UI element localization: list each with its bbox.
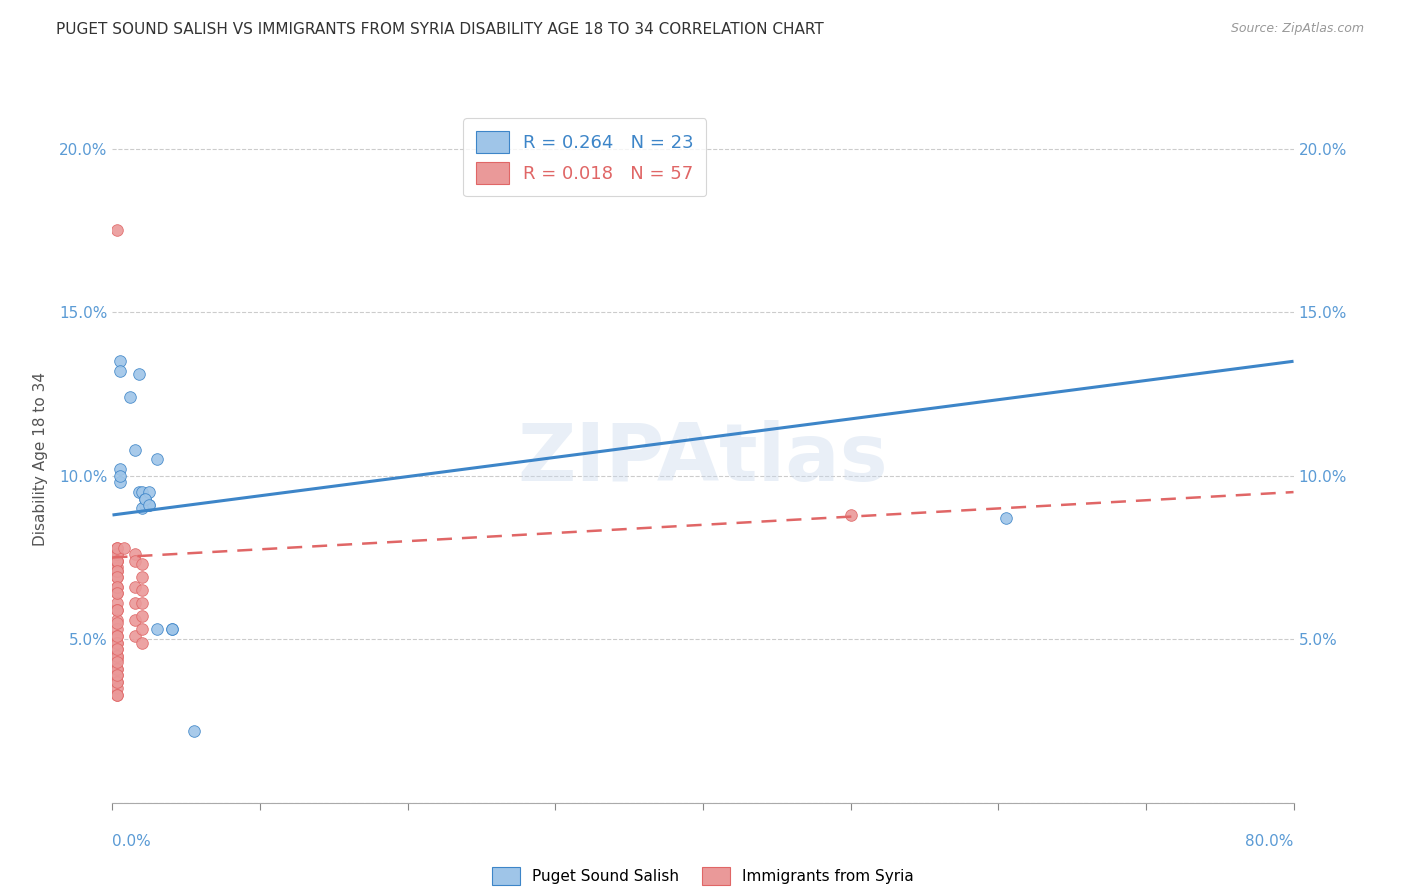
- Point: [105, 655, 128, 669]
- Point: [105, 541, 128, 555]
- Point: [146, 623, 169, 637]
- Point: [108, 354, 131, 368]
- Point: [105, 560, 128, 574]
- Point: [134, 498, 156, 512]
- Point: [105, 623, 128, 637]
- Point: [124, 547, 146, 561]
- Point: [105, 580, 128, 594]
- Point: [105, 603, 128, 617]
- Point: [105, 629, 128, 643]
- Point: [160, 623, 183, 637]
- Point: [146, 452, 169, 467]
- Point: [105, 223, 128, 237]
- Point: [105, 688, 128, 702]
- Point: [138, 498, 160, 512]
- Point: [134, 491, 156, 506]
- Point: [105, 613, 128, 627]
- Point: [105, 668, 128, 682]
- Point: [105, 603, 128, 617]
- Point: [128, 368, 150, 382]
- Point: [124, 596, 146, 610]
- Point: [105, 662, 128, 676]
- Point: [105, 674, 128, 689]
- Point: [124, 554, 146, 568]
- Point: [105, 635, 128, 649]
- Point: [105, 547, 128, 561]
- Point: [105, 662, 128, 676]
- Point: [105, 642, 128, 657]
- Point: [131, 485, 153, 500]
- Legend: Puget Sound Salish, Immigrants from Syria: Puget Sound Salish, Immigrants from Syri…: [486, 861, 920, 891]
- Point: [131, 557, 153, 571]
- Point: [131, 570, 153, 584]
- Point: [105, 570, 128, 584]
- Point: [105, 586, 128, 600]
- Point: [105, 554, 128, 568]
- Point: [105, 642, 128, 657]
- Point: [105, 674, 128, 689]
- Point: [131, 635, 153, 649]
- Y-axis label: Disability Age 18 to 34: Disability Age 18 to 34: [34, 372, 48, 547]
- Point: [105, 648, 128, 663]
- Text: Source: ZipAtlas.com: Source: ZipAtlas.com: [1230, 22, 1364, 36]
- Point: [108, 475, 131, 490]
- Text: 80.0%: 80.0%: [1246, 834, 1294, 849]
- Point: [105, 570, 128, 584]
- Point: [105, 564, 128, 578]
- Point: [131, 609, 153, 624]
- Point: [183, 723, 205, 738]
- Text: PUGET SOUND SALISH VS IMMIGRANTS FROM SYRIA DISABILITY AGE 18 TO 34 CORRELATION : PUGET SOUND SALISH VS IMMIGRANTS FROM SY…: [56, 22, 824, 37]
- Point: [138, 498, 160, 512]
- Point: [105, 681, 128, 696]
- Point: [138, 485, 160, 500]
- Point: [105, 688, 128, 702]
- Point: [124, 613, 146, 627]
- Point: [105, 586, 128, 600]
- Point: [105, 615, 128, 630]
- Point: [108, 364, 131, 378]
- Point: [120, 390, 142, 404]
- Point: [112, 541, 135, 555]
- Point: [105, 668, 128, 682]
- Point: [131, 596, 153, 610]
- Point: [124, 629, 146, 643]
- Point: [105, 554, 128, 568]
- Point: [134, 491, 156, 506]
- Point: [994, 511, 1017, 525]
- Text: 0.0%: 0.0%: [112, 834, 152, 849]
- Point: [131, 583, 153, 598]
- Text: ZIPAtlas: ZIPAtlas: [517, 420, 889, 499]
- Point: [128, 485, 150, 500]
- Point: [105, 596, 128, 610]
- Point: [131, 501, 153, 516]
- Point: [105, 635, 128, 649]
- Point: [131, 623, 153, 637]
- Point: [105, 564, 128, 578]
- Point: [108, 468, 131, 483]
- Point: [105, 652, 128, 666]
- Point: [105, 629, 128, 643]
- Point: [124, 580, 146, 594]
- Point: [105, 547, 128, 561]
- Point: [105, 554, 128, 568]
- Point: [839, 508, 862, 522]
- Point: [124, 442, 146, 457]
- Point: [105, 541, 128, 555]
- Point: [105, 580, 128, 594]
- Point: [105, 648, 128, 663]
- Point: [108, 462, 131, 476]
- Point: [160, 623, 183, 637]
